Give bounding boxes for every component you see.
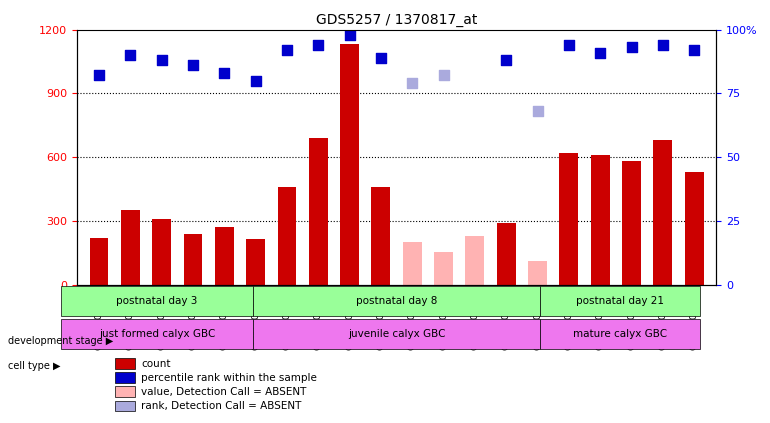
Bar bbox=[622, 161, 641, 285]
Point bbox=[92, 72, 105, 79]
Text: percentile rank within the sample: percentile rank within the sample bbox=[141, 373, 316, 382]
Bar bbox=[215, 227, 233, 285]
Bar bbox=[497, 223, 516, 285]
Bar bbox=[277, 187, 296, 285]
Bar bbox=[434, 252, 453, 285]
Point bbox=[156, 57, 168, 63]
Bar bbox=[340, 44, 359, 285]
Text: juvenile calyx GBC: juvenile calyx GBC bbox=[348, 329, 445, 339]
Bar bbox=[466, 236, 484, 285]
Text: postnatal day 21: postnatal day 21 bbox=[576, 296, 665, 306]
Bar bbox=[371, 187, 390, 285]
Bar bbox=[89, 238, 109, 285]
Point bbox=[218, 69, 230, 76]
Title: GDS5257 / 1370817_at: GDS5257 / 1370817_at bbox=[316, 13, 477, 27]
Point bbox=[406, 80, 418, 87]
Bar bbox=[403, 242, 422, 285]
FancyBboxPatch shape bbox=[541, 319, 700, 349]
FancyBboxPatch shape bbox=[61, 286, 253, 316]
Bar bbox=[116, 358, 135, 369]
Bar bbox=[116, 387, 135, 397]
Bar bbox=[560, 153, 578, 285]
Point bbox=[688, 47, 701, 53]
Bar bbox=[309, 138, 327, 285]
FancyBboxPatch shape bbox=[253, 319, 541, 349]
Bar bbox=[528, 261, 547, 285]
Bar bbox=[152, 219, 171, 285]
Text: postnatal day 8: postnatal day 8 bbox=[356, 296, 437, 306]
Point bbox=[343, 31, 356, 38]
Bar bbox=[685, 172, 704, 285]
FancyBboxPatch shape bbox=[541, 286, 700, 316]
Bar bbox=[654, 140, 672, 285]
Text: count: count bbox=[141, 359, 170, 368]
Point bbox=[124, 52, 136, 58]
Text: value, Detection Call = ABSENT: value, Detection Call = ABSENT bbox=[141, 387, 306, 397]
Point bbox=[500, 57, 512, 63]
Text: development stage ▶: development stage ▶ bbox=[8, 335, 113, 346]
Point bbox=[375, 54, 387, 61]
FancyBboxPatch shape bbox=[253, 286, 541, 316]
Point bbox=[281, 47, 293, 53]
Bar bbox=[121, 210, 139, 285]
Point bbox=[625, 44, 638, 51]
Text: rank, Detection Call = ABSENT: rank, Detection Call = ABSENT bbox=[141, 401, 301, 411]
Point bbox=[437, 72, 450, 79]
Point bbox=[657, 41, 669, 48]
Bar bbox=[116, 373, 135, 383]
Bar bbox=[183, 233, 203, 285]
Text: just formed calyx GBC: just formed calyx GBC bbox=[99, 329, 215, 339]
Bar bbox=[116, 401, 135, 411]
Bar bbox=[246, 239, 265, 285]
Bar bbox=[591, 155, 610, 285]
Point bbox=[531, 108, 544, 115]
Point bbox=[312, 41, 324, 48]
Text: postnatal day 3: postnatal day 3 bbox=[116, 296, 198, 306]
Point bbox=[249, 77, 262, 84]
Point bbox=[187, 62, 199, 69]
Text: mature calyx GBC: mature calyx GBC bbox=[573, 329, 668, 339]
Point bbox=[563, 41, 575, 48]
Text: cell type ▶: cell type ▶ bbox=[8, 361, 60, 371]
Point bbox=[594, 49, 606, 56]
FancyBboxPatch shape bbox=[61, 319, 253, 349]
